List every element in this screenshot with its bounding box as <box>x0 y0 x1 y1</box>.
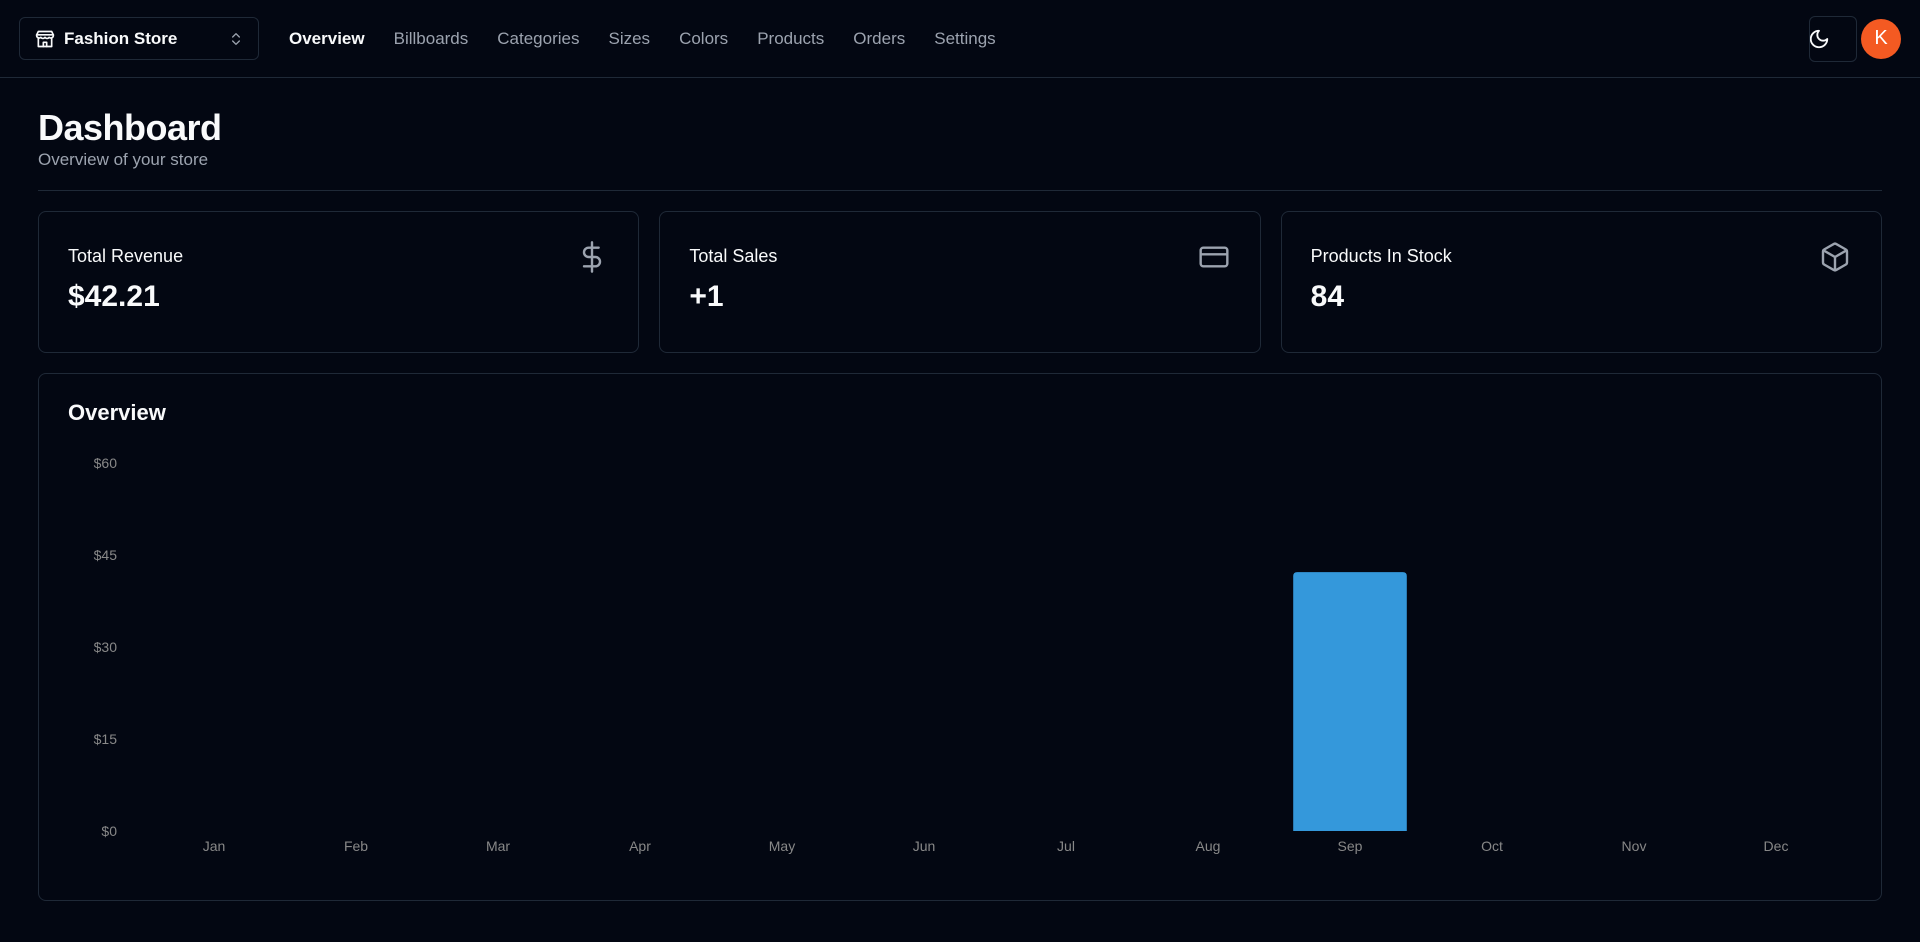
right-controls: K <box>1795 15 1901 62</box>
package-icon <box>1821 242 1849 272</box>
y-tick-label: $45 <box>94 547 118 563</box>
overview-chart-card: Overview $0 $15 $30 $45 $60 Jan Feb Mar Apr May Ju… <box>38 373 1882 901</box>
nav-item-overview[interactable]: Overview <box>289 28 365 48</box>
stat-label: Total Revenue <box>68 246 184 266</box>
user-avatar[interactable]: K <box>1861 18 1901 59</box>
x-tick-label: Feb <box>344 838 368 854</box>
top-navbar: Fashion Store Overview Billboards Catego… <box>0 0 1920 78</box>
dollar-icon <box>583 241 602 273</box>
y-tick-label: $30 <box>94 639 118 655</box>
store-name: Fashion Store <box>64 28 178 48</box>
store-icon <box>35 30 55 47</box>
credit-card-icon <box>1199 246 1229 268</box>
x-tick-label: Sep <box>1338 838 1363 854</box>
stat-value: +1 <box>689 280 724 313</box>
nav-item-categories[interactable]: Categories <box>497 28 580 48</box>
stat-label: Products In Stock <box>1310 246 1452 266</box>
avatar-initial: K <box>1874 27 1888 49</box>
y-tick-label: $15 <box>94 731 118 747</box>
nav-item-settings[interactable]: Settings <box>934 28 996 48</box>
stat-value: $42.21 <box>68 280 160 313</box>
moon-icon <box>1809 29 1829 48</box>
stat-label: Total Sales <box>689 246 778 266</box>
stat-card-products-in-stock: Products In Stock 84 <box>1280 211 1882 353</box>
main-content: Dashboard Overview of your store Total R… <box>0 78 1920 901</box>
x-tick-label: Nov <box>1622 838 1647 854</box>
x-tick-label: May <box>769 838 795 854</box>
nav-item-billboards[interactable]: Billboards <box>393 28 469 48</box>
nav-item-colors[interactable]: Colors <box>679 28 729 48</box>
x-tick-label: Apr <box>629 838 651 854</box>
y-tick-label: $60 <box>94 455 118 471</box>
x-tick-label: Dec <box>1764 838 1789 854</box>
stat-card-total-revenue: Total Revenue $42.21 <box>38 211 640 353</box>
page-title: Dashboard <box>38 107 222 148</box>
chevrons-up-down-icon <box>232 32 240 45</box>
divider <box>38 190 1882 191</box>
overview-title: Overview <box>68 400 166 425</box>
y-tick-label: $0 <box>101 823 117 839</box>
store-switcher[interactable]: Fashion Store <box>19 17 259 60</box>
page-description: Overview of your store <box>38 150 209 169</box>
revenue-bar-chart: $0 $15 $30 $45 $60 Jan Feb Mar Apr May Jun Jul Aug Se… <box>94 455 1789 854</box>
stats-row: Total Revenue $42.21 Total Sales +1 Prod… <box>38 211 1882 353</box>
x-tick-label: Mar <box>486 838 510 854</box>
x-tick-label: Oct <box>1481 838 1503 854</box>
theme-toggle-frame <box>1809 15 1857 62</box>
stat-card-total-sales: Total Sales +1 <box>659 211 1261 353</box>
theme-toggle-button[interactable] <box>1795 15 1857 62</box>
x-tick-label: Aug <box>1196 838 1221 854</box>
main-nav: Overview Billboards Categories Sizes Col… <box>289 29 1025 49</box>
nav-item-products[interactable]: Products <box>757 28 825 48</box>
nav-item-orders[interactable]: Orders <box>853 28 906 48</box>
bar-sep[interactable] <box>1293 572 1407 831</box>
x-tick-label: Jun <box>913 838 936 854</box>
nav-item-sizes[interactable]: Sizes <box>608 28 651 48</box>
x-tick-label: Jul <box>1057 838 1075 854</box>
x-tick-label: Jan <box>203 838 226 854</box>
stat-value: 84 <box>1310 280 1345 313</box>
